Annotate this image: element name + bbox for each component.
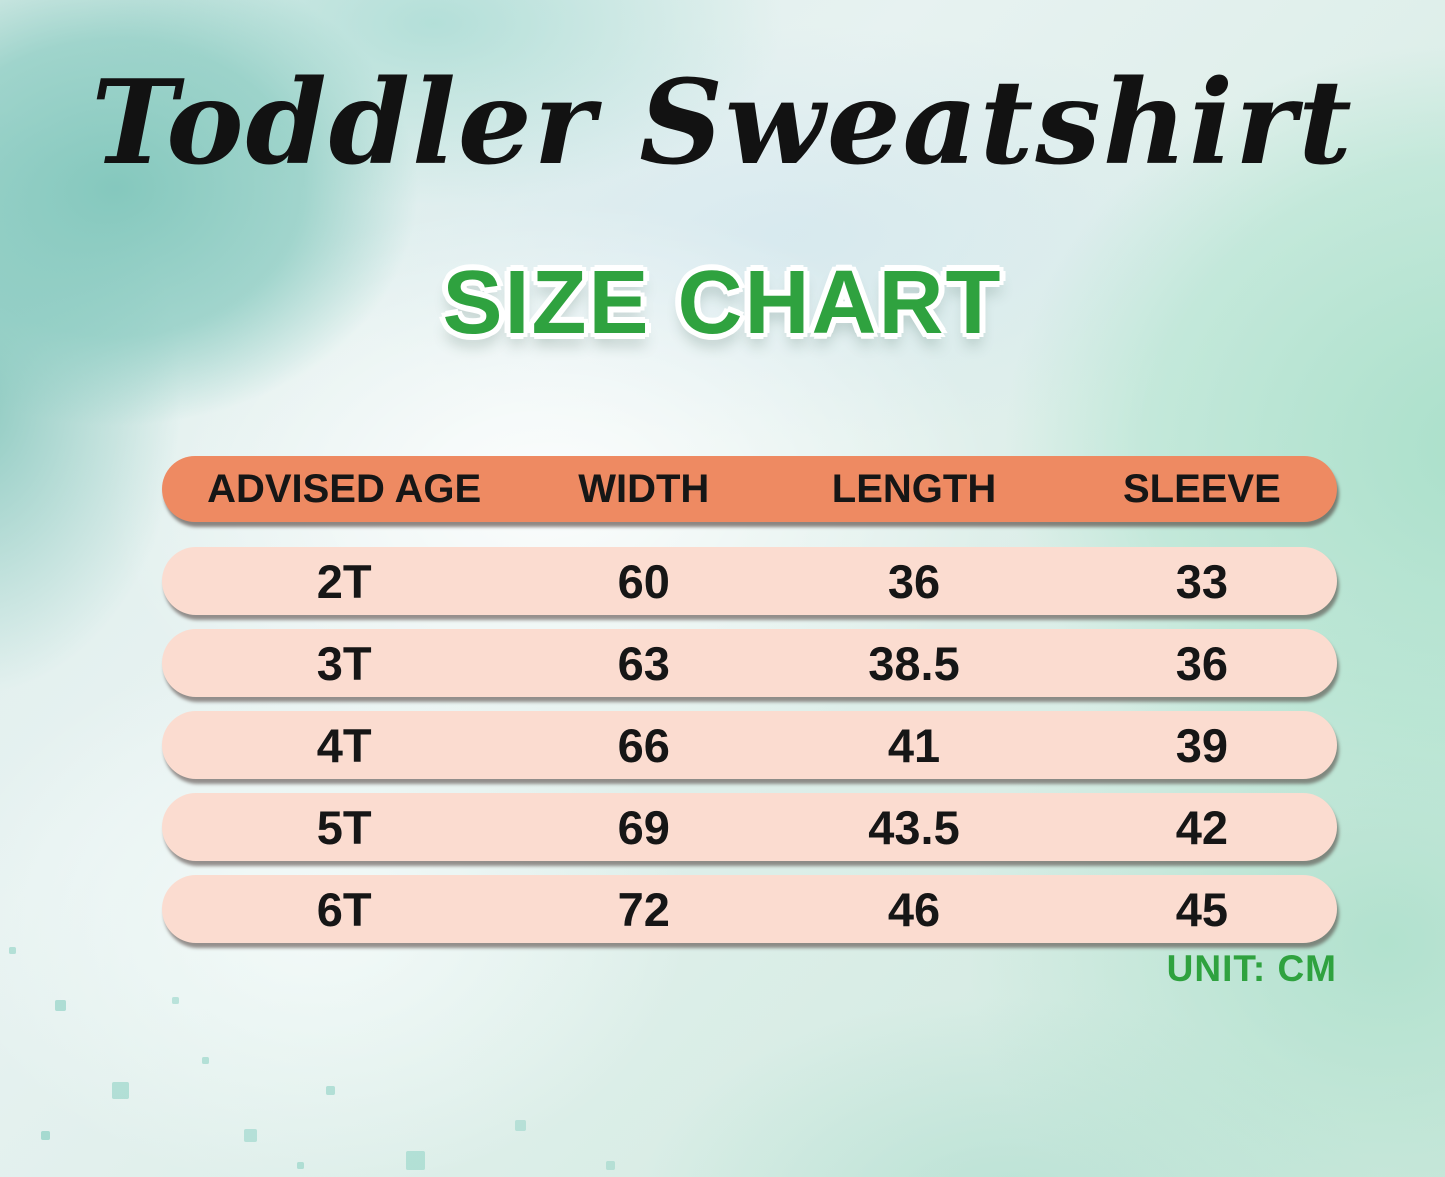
header-cell: ADVISED AGE xyxy=(207,466,482,511)
table-cell: 38.5 xyxy=(868,636,960,690)
table-cell: 6T xyxy=(316,882,372,936)
table-cell: 42 xyxy=(1175,800,1229,854)
header-cell: WIDTH xyxy=(578,466,710,511)
table-cell: 69 xyxy=(617,800,670,854)
table-cell: 46 xyxy=(887,882,941,936)
table-cell: 2T xyxy=(316,554,372,608)
table-row: 6T 72 46 45 xyxy=(162,875,1337,943)
table-cell: 4T xyxy=(316,718,372,772)
page-title: Toddler Sweatshirt xyxy=(91,55,1354,191)
table-cell: 33 xyxy=(1175,554,1229,608)
table-row: 2T 60 36 33 xyxy=(162,547,1337,615)
watercolor-speckles xyxy=(0,0,1,1)
table-body: 2T 60 36 33 3T 63 38.5 36 4T 66 41 39 5T 69 43.5 42 6T 72… xyxy=(162,547,1337,943)
header-cell: SLEEVE xyxy=(1122,466,1281,511)
table-cell: 36 xyxy=(1175,636,1229,690)
unit-label: UNIT: CM xyxy=(1166,948,1337,989)
size-table: ADVISED AGE WIDTH LENGTH SLEEVE 2T 60 36 33 3T 6… xyxy=(162,456,1337,957)
table-cell: 39 xyxy=(1175,718,1229,772)
table-cell: 43.5 xyxy=(868,800,960,854)
table-cell: 72 xyxy=(617,882,670,936)
table-row: 4T 66 41 39 xyxy=(162,711,1337,779)
table-cell: 5T xyxy=(316,800,372,854)
table-cell: 3T xyxy=(316,636,372,690)
table-cell: 63 xyxy=(617,636,670,690)
table-row: 5T 69 43.5 42 xyxy=(162,793,1337,861)
size-chart-heading: SIZE CHART xyxy=(442,253,1003,353)
table-cell: 41 xyxy=(887,718,941,772)
table-header-row: ADVISED AGE WIDTH LENGTH SLEEVE xyxy=(162,456,1337,522)
header-cell: LENGTH xyxy=(831,466,997,511)
table-cell: 45 xyxy=(1175,882,1229,936)
table-row: 3T 63 38.5 36 xyxy=(162,629,1337,697)
table-cell: 60 xyxy=(617,554,670,608)
table-cell: 66 xyxy=(617,718,670,772)
table-cell: 36 xyxy=(887,554,941,608)
